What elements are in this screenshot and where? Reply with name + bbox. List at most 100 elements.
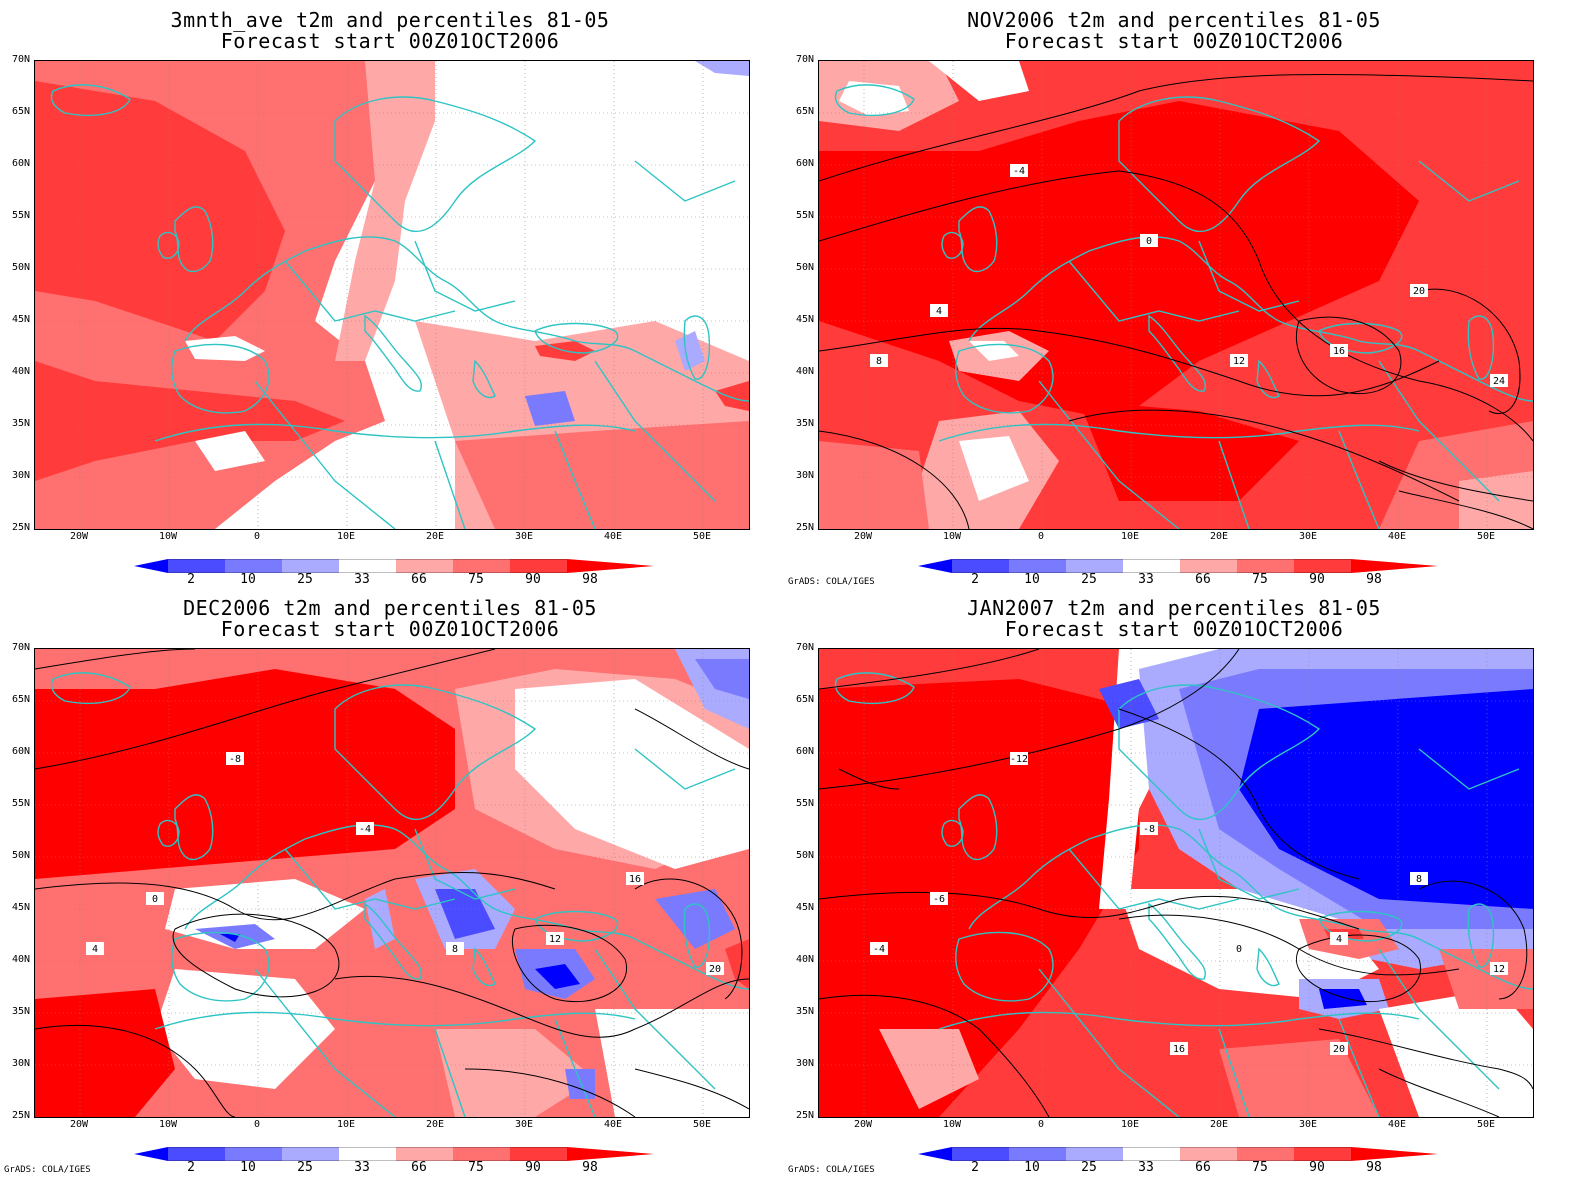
percentile-fill	[595, 1009, 749, 1117]
credit-text: GrADS: COLA/IGES	[4, 1165, 91, 1175]
lon-tick-label: 30E	[1298, 531, 1318, 542]
contour-label-box	[446, 942, 464, 955]
percentile-fill	[1319, 989, 1367, 1009]
colorbar-label: 33	[1138, 1160, 1154, 1175]
lat-tick-label: 35N	[11, 1006, 30, 1017]
colorbar	[134, 1146, 654, 1165]
lat-tick-label: 65N	[795, 694, 814, 705]
lon-tick-label: 20E	[1209, 1119, 1229, 1130]
percentile-fill	[35, 669, 455, 879]
contour-label: 4	[1336, 934, 1342, 945]
colorbar-swatch	[225, 559, 282, 573]
coastline	[171, 343, 270, 414]
percentile-fill	[655, 889, 735, 949]
anomaly-contour	[1418, 880, 1528, 1000]
colorbar-swatch	[453, 559, 510, 573]
coastline	[50, 84, 131, 116]
coastline	[434, 1028, 466, 1117]
coastline	[1198, 828, 1300, 900]
lat-tick-label: 70N	[11, 642, 30, 653]
contour-label-box	[1410, 284, 1428, 297]
coastline	[955, 343, 1054, 414]
anomaly-contour	[1068, 409, 1460, 502]
contour-label-box	[1330, 344, 1348, 357]
coastline	[171, 931, 270, 1002]
lat-tick-label: 50N	[795, 262, 814, 273]
lat-tick-label: 70N	[11, 54, 30, 65]
anomaly-contour	[634, 708, 749, 770]
lat-tick-label: 55N	[795, 210, 814, 221]
contour-label-box	[1140, 234, 1158, 247]
contour-label-box	[1330, 1042, 1348, 1055]
lon-tick-label: 30E	[514, 531, 534, 542]
colorbar-arrow-low	[134, 559, 168, 573]
percentile-fill	[675, 331, 705, 371]
colorbar-label: 2	[187, 572, 195, 587]
colorbar-swatch	[168, 559, 225, 573]
lat-tick-label: 35N	[795, 1006, 814, 1017]
coastline	[958, 794, 998, 861]
percentile-fill	[220, 934, 240, 942]
coastline	[1118, 684, 1321, 820]
colorbar-label: 66	[411, 1160, 427, 1175]
lat-tick-label: 50N	[795, 850, 814, 861]
coastline	[414, 828, 516, 900]
coastline	[434, 440, 466, 529]
lon-tick-label: 20W	[69, 1119, 89, 1130]
panel-subtitle: Forecast start 00Z01OCT2006	[220, 617, 560, 641]
contour-label: -12	[1010, 754, 1028, 765]
contour-label-box	[1410, 872, 1428, 885]
anomaly-contour	[1418, 288, 1521, 414]
colorbar-label: 66	[1195, 572, 1211, 587]
panel-title: DEC2006 t2m and percentiles 81-05	[183, 596, 597, 620]
lat-tick-label: 40N	[11, 366, 30, 377]
anomaly-contour	[819, 994, 1050, 1117]
colorbar-swatch	[282, 559, 339, 573]
colorbar-swatch	[510, 1147, 567, 1161]
colorbar-swatch	[1123, 1147, 1180, 1161]
anomaly-contour	[35, 1024, 236, 1117]
coastline	[284, 848, 456, 910]
percentile-fill	[1439, 949, 1533, 1009]
coastline	[334, 684, 537, 820]
anomaly-contour	[819, 430, 970, 529]
coastline	[1218, 1028, 1250, 1117]
contour-label: 20	[1333, 1044, 1345, 1055]
anomaly-contour	[172, 913, 340, 998]
percentile-fill	[715, 381, 749, 411]
lat-tick-label: 40N	[795, 366, 814, 377]
lon-tick-label: 20E	[425, 531, 445, 542]
lat-tick-label: 30N	[795, 470, 814, 481]
percentile-fill	[1239, 689, 1533, 909]
panel-title: 3mnth_ave t2m and percentiles 81-05	[170, 8, 610, 32]
lat-tick-label: 55N	[11, 798, 30, 809]
lat-tick-label: 60N	[11, 746, 30, 757]
percentile-fill	[195, 431, 265, 471]
colorbar-swatch	[225, 1147, 282, 1161]
coastline	[594, 360, 716, 502]
percentile-fill	[185, 336, 265, 361]
coastline	[1218, 440, 1250, 529]
colorbar-label: 33	[1138, 572, 1154, 587]
coastline	[1148, 314, 1206, 392]
colorbar-swatch	[1294, 559, 1351, 573]
percentile-fill	[819, 441, 929, 529]
coastline	[554, 430, 596, 529]
colorbar-label: 2	[971, 1160, 979, 1175]
colorbar-label: 2	[971, 572, 979, 587]
colorbar-label: 25	[1081, 1160, 1097, 1175]
percentile-fill	[515, 679, 749, 869]
coastline	[634, 160, 736, 202]
lat-tick-label: 70N	[795, 642, 814, 653]
coastline	[554, 1018, 596, 1117]
colorbar-arrow-high	[567, 1147, 654, 1161]
colorbar-label: 10	[240, 1160, 256, 1175]
contour-label: 16	[1173, 1044, 1185, 1055]
lat-tick-label: 30N	[11, 1058, 30, 1069]
colorbar-arrow-low	[918, 1147, 952, 1161]
colorbar-label: 98	[582, 1160, 598, 1175]
contour-label-box	[356, 822, 374, 835]
coastline	[1256, 947, 1280, 987]
anomaly-contour	[1318, 1028, 1533, 1090]
percentile-fill	[435, 889, 495, 939]
